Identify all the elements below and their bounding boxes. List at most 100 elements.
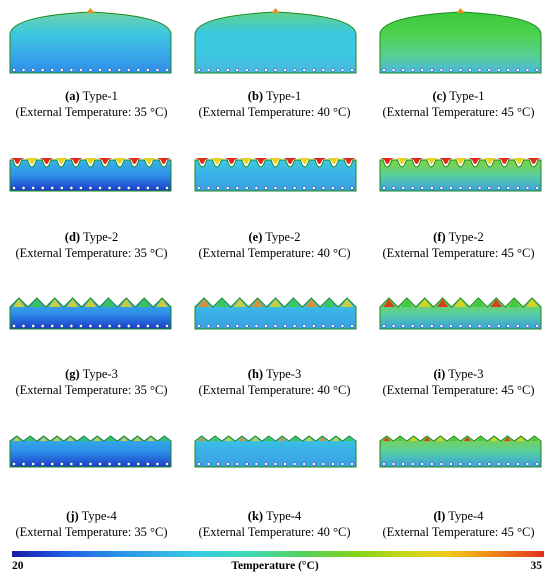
floor-inlet-dot [516,68,520,72]
roof-hot-zone [30,299,43,307]
floor-inlet-dot [382,68,386,72]
floor-inlet-dot [31,462,35,466]
floor-inlet-dot [331,68,335,72]
caption-label: (k) [247,509,264,523]
caption-label: (g) [65,367,80,381]
roof-hot-zone [468,158,482,164]
floor-inlet-dot [273,462,278,466]
floor-inlet-dot [420,462,425,466]
floor-inlet-dot [155,68,160,72]
roof-hot-zone [424,158,438,164]
roof-hot-zone [93,437,101,441]
floor-inlet-dot [12,324,16,328]
roof-hot-zone [410,158,424,164]
roof-hot-zone [312,158,326,164]
domain-shape [9,159,172,192]
roof-hot-zone [215,299,228,307]
roof-hot-zone [39,437,48,441]
caption-ext: (External Temperature: 35 °C) [15,246,168,260]
floor-inlet-dot [487,186,492,190]
floor-inlet-dot [273,324,278,328]
roof-hot-zone [66,437,75,441]
roof-hot-zone [383,299,395,307]
floor-inlet-dot [69,324,74,328]
floor-inlet-dot [225,324,230,328]
floor-inlet-dot [331,324,335,328]
roof-hot-zone [233,299,246,307]
floor-inlet-dot [535,68,539,72]
floor-inlet-dot [264,186,268,190]
floor-inlet-dot [420,324,425,328]
floor-inlet-dot [206,462,211,466]
caption-l: (l) Type-4 (External Temperature: 45 °C) [367,508,550,540]
floor-inlet-dot [126,186,131,190]
floor-inlet-dot [117,68,122,72]
roof-hot-zone [463,437,471,441]
roof-hot-zone [198,437,206,441]
floor-inlet-dot [311,68,316,72]
roof-hot-zone [80,437,88,441]
floor-inlet-dot [525,68,530,72]
floor-inlet-dot [477,462,482,466]
floor-inlet-dot [12,186,16,190]
floor-inlet-dot [449,68,453,72]
floor-inlet-dot [468,68,472,72]
caption-label: (a) [65,89,80,103]
floor-inlet-dot [292,462,297,466]
floor-inlet-dot [535,324,539,328]
roof-hot-zone [305,437,313,441]
floor-inlet-dot [283,186,287,190]
floor-inlet-dot [350,324,354,328]
floor-inlet-dot [50,186,55,190]
floor-inlet-dot [506,324,511,328]
floor-inlet-dot [40,462,45,466]
roof-hot-zone [13,299,25,307]
roof-hot-zone [157,158,171,164]
floor-inlet-dot [321,186,326,190]
floor-inlet-dot [487,68,492,72]
floor-inlet-dot [458,324,463,328]
caption-label: (f) [433,230,446,244]
floor-inlet-dot [225,186,230,190]
domain-shape [9,11,172,74]
floor-inlet-dot [254,324,259,328]
floor-inlet-dot [117,186,122,190]
caption-c: (c) Type-1 (External Temperature: 45 °C) [367,88,550,120]
floor-inlet-dot [155,324,160,328]
floor-inlet-dot [292,68,297,72]
floor-inlet-dot [107,324,112,328]
caption-label: (l) [433,509,446,523]
roof-hot-zone [84,299,97,307]
floor-inlet-dot [292,186,297,190]
floor-inlet-dot [439,68,444,72]
colorbar-title: Temperature (°C) [231,560,319,572]
floor-inlet-dot [254,186,259,190]
floor-inlet-dot [458,68,463,72]
floor-inlet-dot [107,186,112,190]
floor-inlet-dot [40,324,45,328]
floor-inlet-dot [264,324,268,328]
floor-inlet-dot [12,68,16,72]
roof-hot-zone [283,158,297,164]
floor-inlet-dot [391,324,396,328]
floor-inlet-dot [244,324,249,328]
domain-shape [9,435,172,468]
floor-inlet-dot [254,462,259,466]
caption-type: Type-2 [82,230,119,244]
floor-inlet-dot [59,324,64,328]
floor-inlet-dot [350,462,354,466]
floor-inlet-dot [506,462,511,466]
floor-inlet-dot [477,324,482,328]
panel-d-contour [9,158,172,192]
floor-inlet-dot [401,186,405,190]
roof-hot-zone [239,158,253,164]
caption-ext: (External Temperature: 45 °C) [382,383,535,397]
floor-inlet-dot [321,462,326,466]
floor-inlet-dot [350,186,354,190]
floor-inlet-dot [197,68,201,72]
roof-hot-zone [497,158,511,164]
floor-inlet-dot [88,68,93,72]
floor-inlet-dot [506,186,511,190]
roof-hot-zone [142,158,156,164]
floor-inlet-dot [40,186,45,190]
